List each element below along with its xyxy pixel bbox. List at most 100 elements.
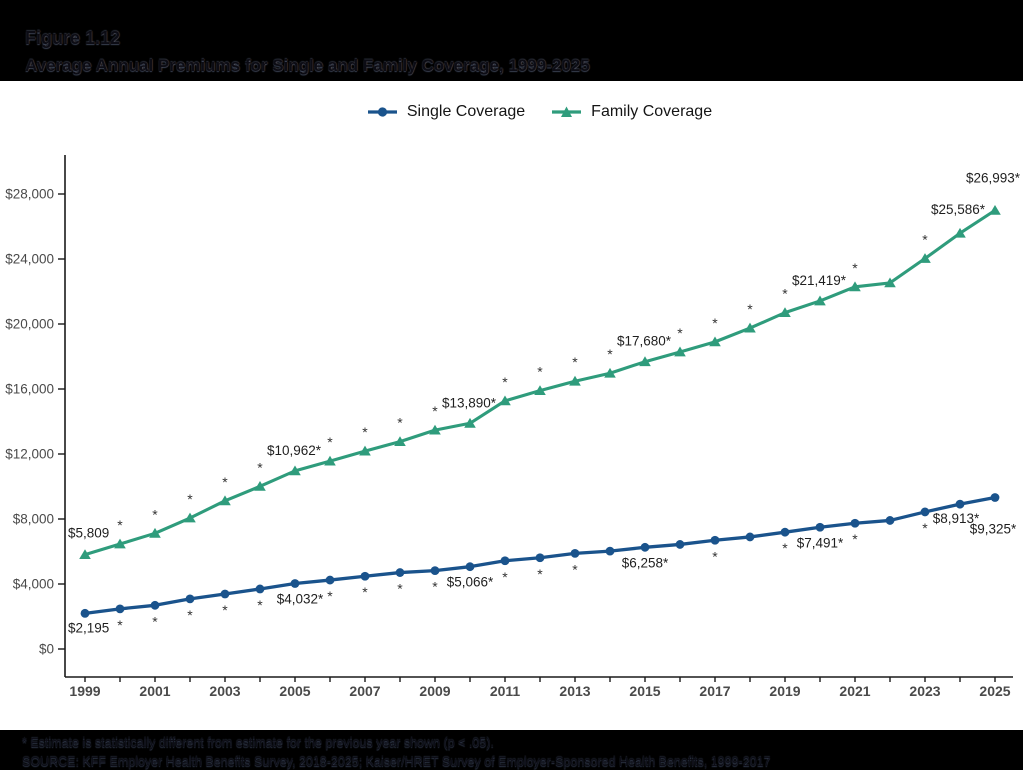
significance-asterisk: * xyxy=(782,540,788,556)
single-marker xyxy=(115,604,125,614)
significance-asterisk: * xyxy=(327,588,333,604)
x-tick-label: 1999 xyxy=(69,683,100,699)
y-tick-label: $8,000 xyxy=(13,512,54,527)
significance-asterisk: * xyxy=(677,325,683,341)
significance-asterisk: * xyxy=(222,474,228,490)
single-marker xyxy=(605,546,615,556)
point-label: $6,258* xyxy=(622,555,669,570)
family-marker xyxy=(429,424,441,435)
significance-asterisk: * xyxy=(362,584,368,600)
x-tick-label: 2017 xyxy=(699,683,730,699)
family-marker xyxy=(394,436,406,447)
significance-asterisk: * xyxy=(712,315,718,331)
significance-asterisk: * xyxy=(502,569,508,585)
single-marker xyxy=(570,548,580,558)
single-marker xyxy=(640,542,650,552)
significance-asterisk: * xyxy=(152,506,158,522)
significance-asterisk: * xyxy=(537,566,543,582)
significance-asterisk: * xyxy=(117,517,123,533)
significance-asterisk: * xyxy=(712,548,718,564)
single-marker xyxy=(815,522,825,532)
significance-asterisk: * xyxy=(187,491,193,507)
x-tick-label: 2007 xyxy=(349,683,380,699)
significance-asterisk: * xyxy=(397,415,403,431)
family-marker xyxy=(149,527,161,538)
page-title: Average Annual Premiums for Single and F… xyxy=(25,56,590,75)
point-label: $21,419* xyxy=(792,273,847,288)
family-marker xyxy=(604,367,616,378)
single-marker xyxy=(780,527,790,537)
significance-asterisk: * xyxy=(222,602,228,618)
significance-asterisk: * xyxy=(117,617,123,633)
single-marker xyxy=(885,516,895,525)
significance-footnote: * Estimate is statistically different fr… xyxy=(22,736,494,750)
point-label: $9,325* xyxy=(970,521,1017,536)
x-tick-label: 2013 xyxy=(559,683,590,699)
significance-asterisk: * xyxy=(537,364,543,380)
x-tick-label: 2009 xyxy=(419,683,450,699)
y-tick-label: $12,000 xyxy=(5,447,54,462)
family-marker xyxy=(569,375,581,386)
y-tick-label: $28,000 xyxy=(5,187,54,202)
point-label: $7,491* xyxy=(797,535,844,550)
family-marker xyxy=(114,538,126,549)
y-tick-label: $16,000 xyxy=(5,382,54,397)
single-marker xyxy=(745,532,755,542)
y-tick-label: $4,000 xyxy=(13,577,54,592)
single-marker xyxy=(535,553,545,563)
figure-header: Figure 1.12 Average Annual Premiums for … xyxy=(0,0,1023,81)
single-marker xyxy=(220,589,230,599)
significance-asterisk: * xyxy=(782,286,788,302)
single-marker xyxy=(430,566,440,576)
single-marker xyxy=(290,579,300,588)
single-marker xyxy=(395,568,405,577)
single-marker xyxy=(150,600,160,610)
significance-asterisk: * xyxy=(922,520,928,536)
legend-item-single: Single Coverage xyxy=(367,103,525,121)
family-coverage-legend-marker-icon xyxy=(552,106,582,117)
significance-asterisk: * xyxy=(572,561,578,577)
single-marker xyxy=(255,584,265,594)
family-marker xyxy=(534,385,546,396)
y-tick-label: $0 xyxy=(39,642,54,657)
family-marker xyxy=(814,295,826,306)
family-marker xyxy=(989,204,1001,215)
single-marker xyxy=(710,535,720,545)
significance-asterisk: * xyxy=(152,613,158,629)
single-marker xyxy=(80,608,90,618)
significance-asterisk: * xyxy=(257,597,263,613)
point-label: $10,962* xyxy=(267,443,322,458)
single-marker xyxy=(185,594,195,604)
x-tick-label: 2019 xyxy=(769,683,800,699)
single-marker xyxy=(500,556,510,566)
significance-asterisk: * xyxy=(397,581,403,597)
significance-asterisk: * xyxy=(747,301,753,317)
x-tick-label: 2025 xyxy=(979,683,1010,699)
y-tick-label: $24,000 xyxy=(5,252,54,267)
family-marker xyxy=(219,495,231,506)
single-marker xyxy=(920,507,930,517)
point-label: $26,993* xyxy=(966,170,1021,185)
single-marker xyxy=(850,518,860,528)
family-marker xyxy=(499,395,511,406)
x-tick-label: 2003 xyxy=(209,683,240,699)
single-marker xyxy=(325,575,335,585)
point-label: $17,680* xyxy=(617,334,672,349)
significance-asterisk: * xyxy=(432,579,438,595)
x-tick-label: 2021 xyxy=(839,683,870,699)
family-marker xyxy=(849,281,861,292)
legend-label-family: Family Coverage xyxy=(591,103,713,120)
figure-number: Figure 1.12 xyxy=(25,28,121,48)
single-marker xyxy=(675,540,685,549)
x-tick-label: 2001 xyxy=(139,683,170,699)
single-coverage-legend-marker-icon xyxy=(367,107,397,117)
source-footnote: SOURCE: KFF Employer Health Benefits Sur… xyxy=(22,755,771,769)
family-marker xyxy=(359,445,371,456)
x-tick-label: 2023 xyxy=(909,683,940,699)
y-tick-label: $20,000 xyxy=(5,317,54,332)
significance-asterisk: * xyxy=(327,434,333,450)
family-marker xyxy=(79,549,91,560)
family-marker xyxy=(639,356,651,367)
point-label: $25,586* xyxy=(931,202,986,217)
